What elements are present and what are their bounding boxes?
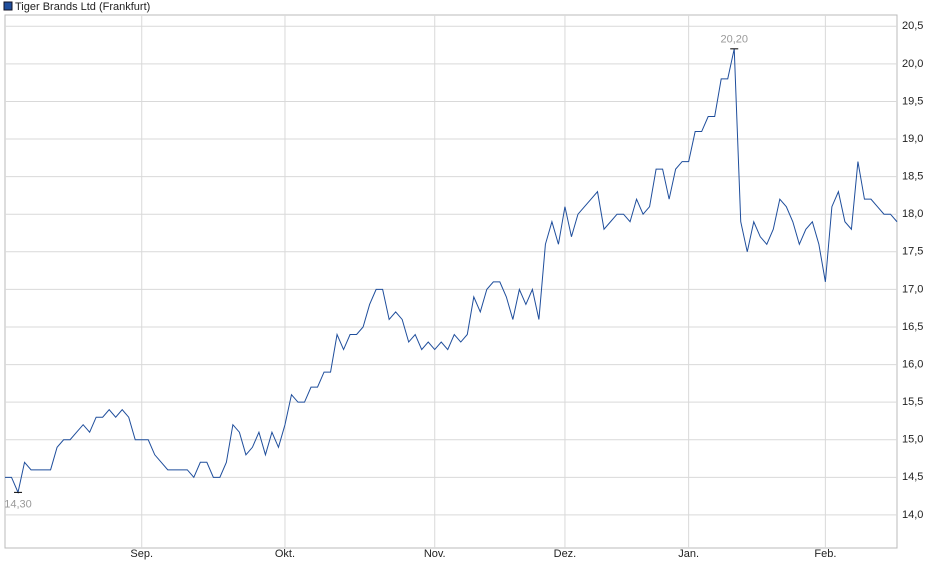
y-tick-label: 17,0 bbox=[902, 283, 923, 295]
x-tick-label: Nov. bbox=[424, 548, 446, 560]
y-tick-label: 17,5 bbox=[902, 246, 923, 258]
y-tick-label: 15,0 bbox=[902, 434, 923, 446]
y-tick-label: 16,0 bbox=[902, 358, 923, 370]
plot-frame bbox=[4, 14, 898, 549]
y-tick-label: 19,0 bbox=[902, 133, 923, 145]
y-tick-label: 14,5 bbox=[902, 471, 923, 483]
y-tick-label: 18,0 bbox=[902, 208, 923, 220]
price-line bbox=[5, 48, 898, 495]
legend-swatch bbox=[3, 1, 13, 11]
x-tick-label: Sep. bbox=[130, 548, 153, 560]
y-tick-label: 20,5 bbox=[902, 20, 923, 32]
x-tick-label: Dez. bbox=[554, 548, 577, 560]
x-tick-label: Okt. bbox=[275, 548, 295, 560]
y-tick-label: 14,0 bbox=[902, 509, 923, 521]
y-tick-label: 18,5 bbox=[902, 171, 923, 183]
y-tick-label: 15,5 bbox=[902, 396, 923, 408]
legend-label: Tiger Brands Ltd (Frankfurt) bbox=[15, 1, 150, 13]
y-tick-label: 19,5 bbox=[902, 95, 923, 107]
y-tick-label: 16,5 bbox=[902, 321, 923, 333]
annotation: 14,30 bbox=[4, 498, 32, 510]
y-tick-label: 20,0 bbox=[902, 58, 923, 70]
x-tick-label: Jan. bbox=[678, 548, 699, 560]
annotation: 20,20 bbox=[720, 34, 748, 46]
x-tick-label: Feb. bbox=[814, 548, 836, 560]
